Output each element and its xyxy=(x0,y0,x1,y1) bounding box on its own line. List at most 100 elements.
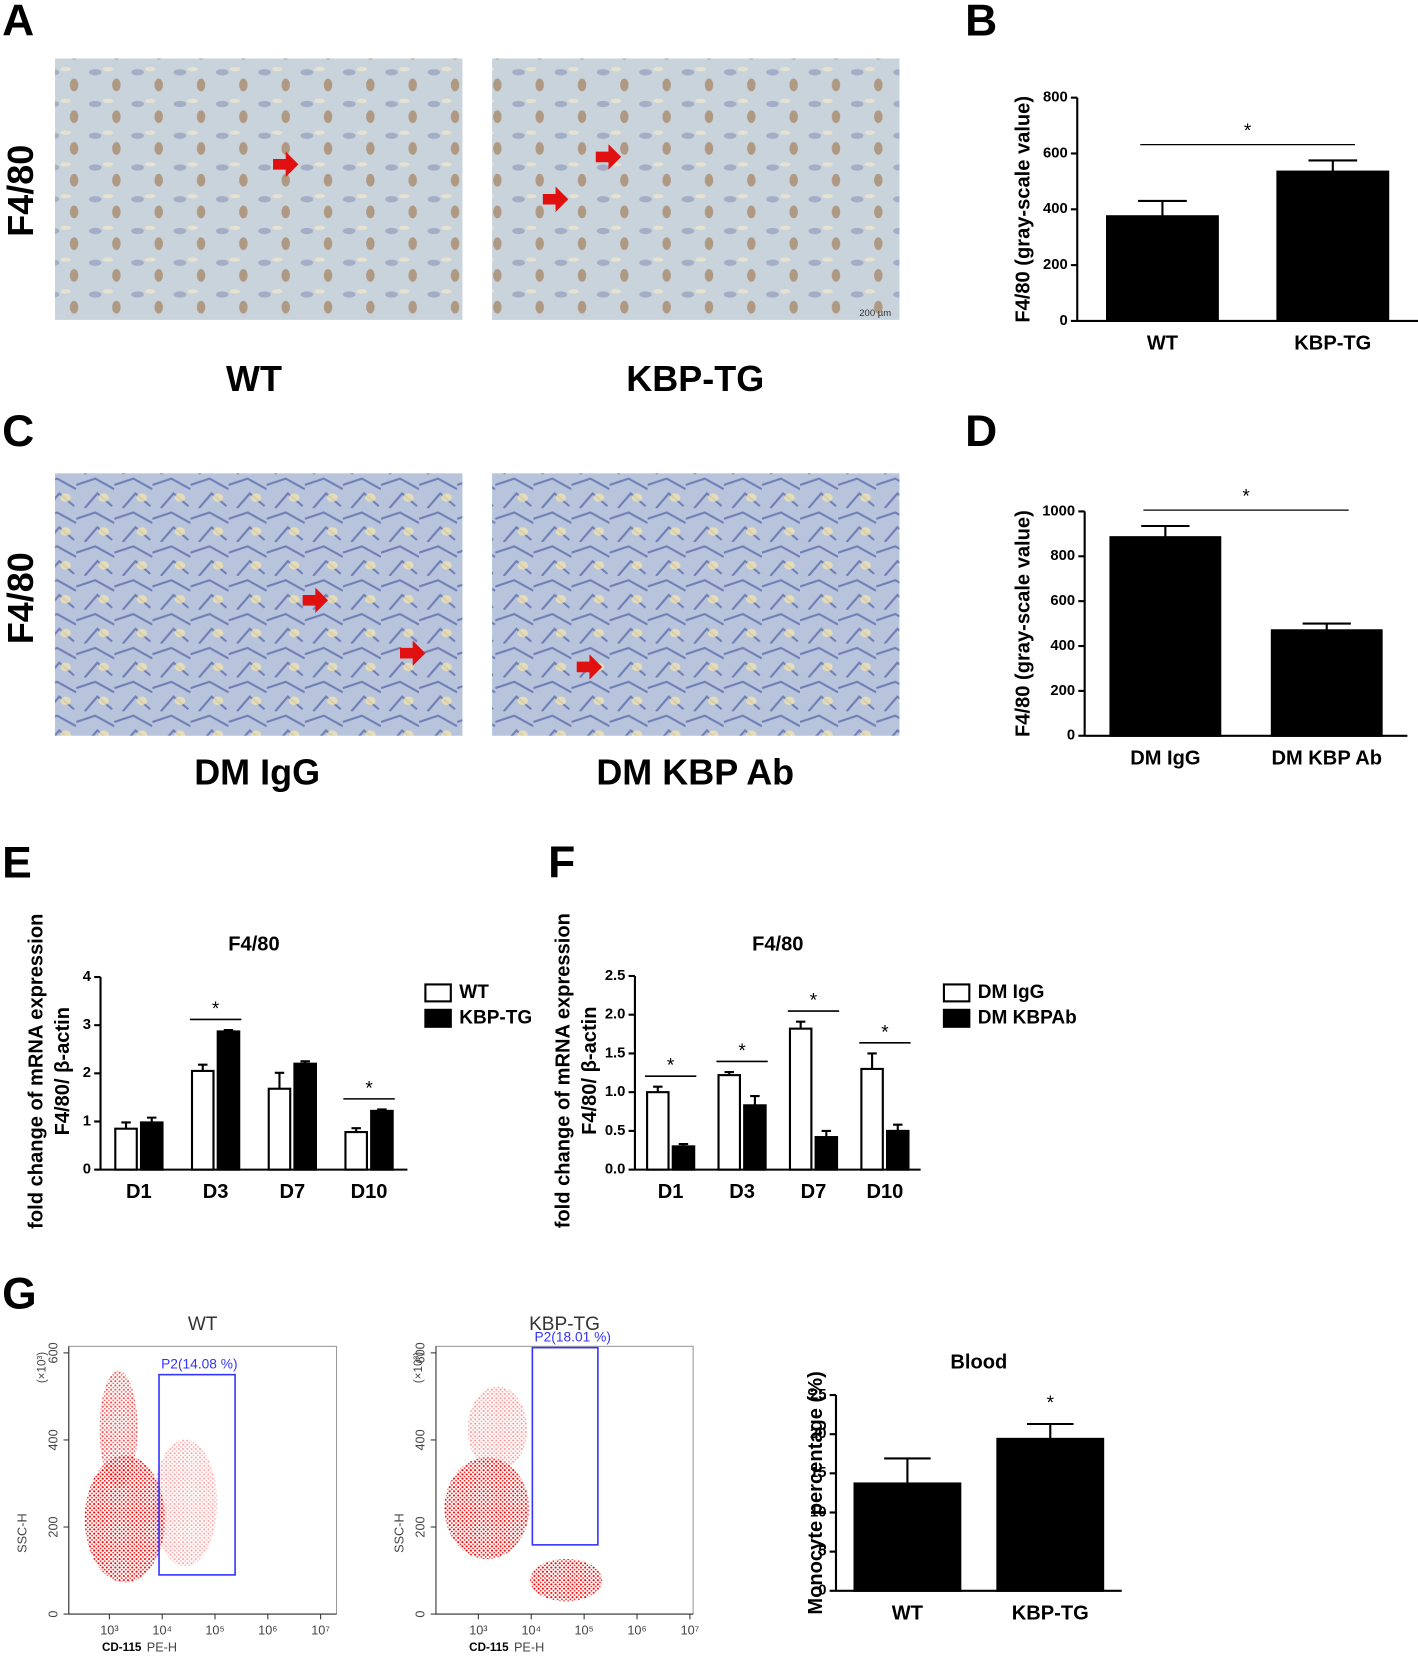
legend-swatch xyxy=(424,983,452,1003)
error-bar xyxy=(1308,159,1358,172)
y-tick-label: 0 xyxy=(1059,313,1067,329)
error-bar xyxy=(893,1123,903,1131)
bar xyxy=(267,1087,292,1171)
y-tick-label: 0 xyxy=(818,1583,826,1599)
y-tick-label: 0 xyxy=(46,1611,60,1618)
x-tick-label: 10⁷ xyxy=(681,1623,700,1637)
y-tick-label: 2.5 xyxy=(605,968,626,984)
micrograph xyxy=(492,58,900,320)
significance-mark: * xyxy=(881,1022,889,1043)
error-bar xyxy=(121,1121,131,1129)
x-tick-label: WT xyxy=(892,1602,924,1624)
significance-mark: * xyxy=(1244,121,1252,142)
bar xyxy=(814,1136,839,1171)
bar xyxy=(646,1091,670,1171)
x-axis-label: PE-H xyxy=(514,1640,544,1654)
x-tick-label: 10⁵ xyxy=(205,1623,224,1637)
panel-letter: E xyxy=(2,839,32,888)
y-axis-label: F4/80/ β-actin xyxy=(579,1006,601,1134)
y-tick-label: 0.5 xyxy=(605,1123,626,1139)
bar xyxy=(370,1109,394,1171)
y-axis-label: F4/80/ β-actin xyxy=(52,1007,74,1135)
bar xyxy=(114,1127,138,1171)
x-tick-label: D3 xyxy=(203,1181,229,1203)
y-tick-label: 400 xyxy=(46,1429,60,1450)
bar xyxy=(885,1129,910,1171)
bar xyxy=(139,1121,164,1171)
gate xyxy=(531,1346,599,1546)
panel-letter: A xyxy=(2,0,34,45)
y-tick-label: 1.5 xyxy=(605,1045,626,1061)
micrograph xyxy=(492,473,900,736)
x-tick-label: WT xyxy=(1147,333,1179,355)
error-bar xyxy=(653,1085,663,1093)
x-tick-label: 10³ xyxy=(100,1623,118,1637)
y-axis-label: F4/80 (gray-scale value) xyxy=(1013,96,1035,323)
x-axis-label: PE-H xyxy=(147,1640,177,1654)
x-tick-label: 10⁷ xyxy=(311,1623,330,1637)
y-tick-label: 5 xyxy=(818,1544,826,1560)
panel-letter: C xyxy=(2,407,34,456)
y-tick-label: 0 xyxy=(83,1162,91,1178)
cell-cloud xyxy=(153,1439,217,1567)
y-axis-unit: (×10³) xyxy=(35,1352,48,1383)
cell-cloud xyxy=(444,1457,530,1560)
panel-letter: F xyxy=(548,839,575,888)
significance-mark: * xyxy=(810,991,818,1012)
bar xyxy=(860,1067,884,1171)
cell-cloud xyxy=(530,1559,603,1602)
bar xyxy=(344,1131,368,1171)
y-tick-label: 400 xyxy=(1050,638,1075,654)
error-bar xyxy=(867,1052,877,1069)
y-tick-label: 25 xyxy=(810,1387,826,1403)
x-tick-label: 10⁴ xyxy=(152,1623,172,1637)
error-bar xyxy=(884,1457,931,1484)
y-axis-label: SSC-H xyxy=(392,1513,406,1552)
error-bar xyxy=(795,1020,806,1029)
bar xyxy=(293,1062,317,1171)
y-axis-label: Monocyte percentage (%) xyxy=(805,1371,827,1614)
x-tick-label: KBP-TG xyxy=(1294,333,1371,355)
error-bar xyxy=(724,1070,734,1076)
y-tick-label: 600 xyxy=(414,1342,428,1363)
bar xyxy=(743,1104,767,1171)
significance-mark: * xyxy=(212,999,220,1020)
bar xyxy=(1270,629,1383,737)
y-tick-label: 1.0 xyxy=(605,1084,626,1100)
micrograph xyxy=(55,473,463,736)
y-tick-label: 200 xyxy=(1050,683,1075,699)
legend-swatch xyxy=(424,1008,452,1028)
x-tick-label: D7 xyxy=(801,1181,827,1203)
legend-label: KBP-TG xyxy=(459,1007,532,1028)
y-tick-label: 1000 xyxy=(1042,503,1075,519)
x-tick-label: D10 xyxy=(351,1181,388,1203)
y-tick-label: 0.0 xyxy=(605,1162,626,1178)
x-tick-label: DM IgG xyxy=(1130,747,1200,769)
significance-mark: * xyxy=(1047,1393,1055,1414)
panel-letter: D xyxy=(965,407,997,456)
y-tick-label: 200 xyxy=(414,1516,428,1537)
image-label: KBP-TG xyxy=(626,358,764,399)
bar xyxy=(1109,536,1222,737)
y-axis-unit: (×10³) xyxy=(412,1352,425,1383)
y-tick-label: 2 xyxy=(83,1065,91,1081)
error-bar xyxy=(351,1127,361,1133)
x-tick-label: D7 xyxy=(279,1181,305,1203)
micrographs: 200 µm xyxy=(55,58,900,736)
error-bar xyxy=(1141,524,1190,538)
y-axis-label: SSC-H xyxy=(16,1513,30,1552)
y-tick-label: 800 xyxy=(1043,90,1068,106)
error-bar xyxy=(1302,622,1351,631)
scale-bar: 200 µm xyxy=(859,308,891,319)
error-bar xyxy=(678,1143,689,1147)
error-bar xyxy=(1138,199,1187,217)
y-tick-label: 1 xyxy=(83,1113,91,1129)
y-tick-label: 4 xyxy=(83,969,92,985)
bar xyxy=(996,1437,1105,1592)
panel-letters: A B C D E F G xyxy=(2,0,997,1318)
error-bar xyxy=(198,1063,208,1071)
bar xyxy=(1276,170,1390,323)
error-bar xyxy=(274,1071,285,1089)
y-tick-label: 600 xyxy=(1043,145,1068,161)
